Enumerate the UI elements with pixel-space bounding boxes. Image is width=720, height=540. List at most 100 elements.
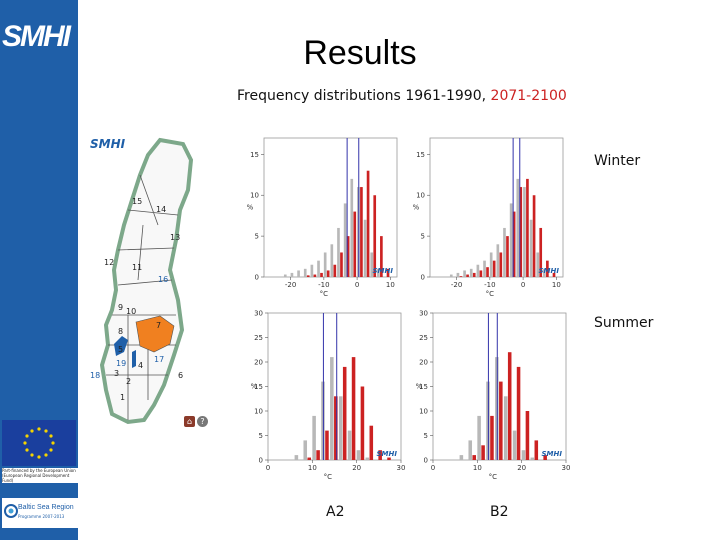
- ytick-label-1-15: 15: [416, 151, 425, 159]
- bar-2-1-4: [325, 430, 329, 460]
- bar-2-1-6: [342, 366, 347, 460]
- bar-3-0-5: [495, 357, 499, 460]
- xtick-label-1-10: 10: [552, 281, 561, 289]
- eu-caption-line-1: Part-financed by the European Union: [2, 468, 76, 473]
- bar-3-1-4: [490, 415, 494, 460]
- bar-0-1-7: [326, 270, 330, 277]
- region-1: 1: [120, 393, 125, 402]
- bar-1-1-6: [486, 267, 489, 277]
- bar-1-0-14: [536, 252, 540, 277]
- bar-0-0-13: [363, 219, 367, 277]
- bar-0-0-15: [377, 268, 380, 277]
- xtick-label-2-0: 0: [266, 464, 270, 472]
- bar-2-1-2: [307, 457, 312, 460]
- ytick-label-3-30: 30: [419, 310, 428, 318]
- label-summer: Summer: [594, 315, 654, 331]
- lake-vattern: [132, 350, 136, 368]
- bar-0-0-1: [283, 274, 287, 277]
- region-3: 3: [114, 369, 119, 378]
- bar-1-1-3: [466, 274, 469, 277]
- xlabel-0: °C: [320, 290, 329, 298]
- ytick-label-3-0: 0: [424, 457, 428, 465]
- ytick-label-0-15: 15: [250, 151, 259, 159]
- bar-2-1-11: [387, 457, 391, 460]
- region-14: 14: [156, 205, 166, 214]
- bar-3-0-2: [468, 440, 473, 460]
- subtitle-separator: ,: [481, 88, 491, 104]
- bar-3-1-7: [516, 366, 521, 460]
- xlabel-3: °C: [489, 473, 498, 481]
- ytick-label-2-15: 15: [254, 383, 263, 391]
- ytick-label-2-5: 5: [259, 432, 263, 440]
- region-9: 9: [118, 303, 123, 312]
- smhi-tag-2: SMHI: [377, 450, 398, 458]
- bar-0-0-5: [310, 264, 314, 277]
- bar-0-0-3: [297, 270, 300, 277]
- bar-3-0-4: [486, 381, 490, 460]
- label-winter: Winter: [594, 153, 641, 169]
- bar-2-0-6: [338, 396, 343, 460]
- region-18: 18: [90, 371, 100, 380]
- xtick-label-0--10: -10: [318, 281, 329, 289]
- bar-2-1-7: [351, 357, 356, 460]
- ytick-label-2-20: 20: [254, 359, 263, 367]
- bar-0-0-11: [350, 178, 354, 277]
- bar-3-1-9: [534, 440, 539, 460]
- bar-3-1-5: [499, 381, 503, 460]
- home-icon[interactable]: ⌂: [184, 416, 195, 427]
- bar-1-1-2: [459, 276, 463, 277]
- xtick-label-2-20: 20: [352, 464, 361, 472]
- ytick-label-0-0: 0: [255, 274, 259, 282]
- left-sidebar: SMHI Part-financed by the European Union…: [0, 0, 78, 540]
- xlabel-2: °C: [324, 473, 333, 481]
- region-11: 11: [132, 263, 142, 272]
- bar-0-0-4: [303, 268, 307, 277]
- bar-3-0-3: [477, 415, 481, 460]
- bar-1-1-14: [539, 227, 543, 277]
- bar-3-1-3: [481, 445, 485, 460]
- bar-3-1-10: [543, 455, 547, 460]
- bar-0-0-6: [317, 260, 320, 277]
- bar-2-1-9: [369, 425, 374, 460]
- bar-1-1-7: [492, 260, 496, 277]
- bar-1-0-13: [529, 219, 533, 277]
- ytick-label-3-10: 10: [419, 408, 428, 416]
- smhi-logo: SMHI: [2, 20, 71, 53]
- bar-1-0-8: [496, 244, 500, 277]
- bar-2-1-3: [316, 450, 320, 460]
- bar-1-0-9: [503, 227, 506, 277]
- ylabel-2: %: [251, 383, 258, 391]
- bar-3-0-1: [459, 455, 464, 460]
- chart-frame-0: [263, 137, 398, 278]
- xtick-label-0--20: -20: [285, 281, 296, 289]
- bar-1-0-7: [489, 252, 493, 277]
- xtick-label-1-0: 0: [521, 281, 525, 289]
- bar-0-1-12: [360, 187, 363, 277]
- region-16: 16: [158, 275, 168, 284]
- region-6: 6: [178, 371, 183, 380]
- baltic-sea-region-logo: Baltic Sea Region Programme 2007-2013: [2, 498, 78, 528]
- bar-3-0-9: [530, 457, 535, 460]
- ytick-label-3-5: 5: [424, 432, 428, 440]
- bar-0-1-8: [333, 264, 337, 277]
- ytick-label-0-10: 10: [250, 192, 259, 200]
- bar-1-0-4: [469, 268, 473, 277]
- xtick-label-1--10: -10: [484, 281, 495, 289]
- bar-1-0-10: [509, 203, 513, 277]
- period-1: 1961-1990: [405, 88, 482, 104]
- bar-0-1-4: [306, 275, 310, 277]
- bar-0-0-8: [330, 244, 334, 277]
- bar-0-0-9: [337, 227, 340, 277]
- help-icon[interactable]: ?: [197, 416, 208, 427]
- slide-subtitle: Frequency distributions 1961-1990, 2071-…: [237, 88, 567, 104]
- bar-2-0-5: [330, 357, 334, 460]
- bar-0-1-10: [346, 236, 350, 277]
- ytick-label-3-20: 20: [419, 359, 428, 367]
- region-12: 12: [104, 258, 114, 267]
- region-10: 10: [126, 307, 136, 316]
- ytick-label-2-30: 30: [254, 310, 263, 318]
- bar-1-0-6: [483, 260, 486, 277]
- bar-3-1-8: [525, 411, 530, 460]
- region-15: 15: [132, 197, 142, 206]
- bar-1-1-12: [526, 178, 529, 277]
